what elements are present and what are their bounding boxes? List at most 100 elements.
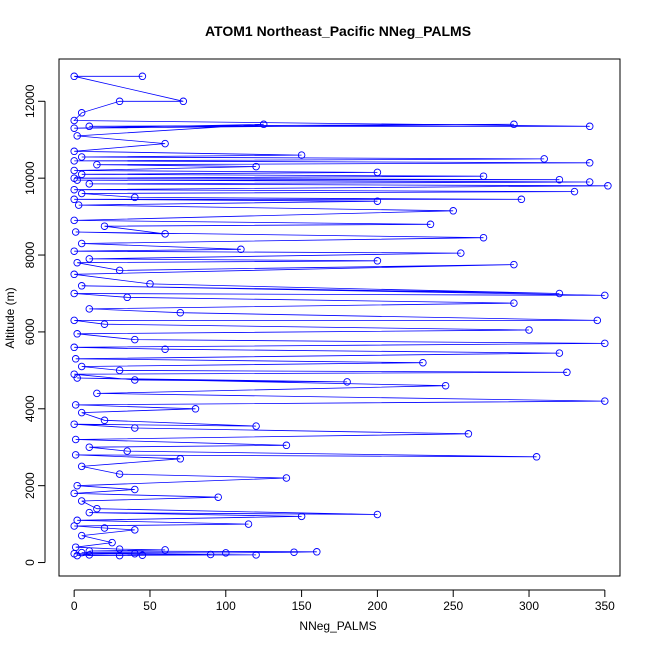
data-point <box>73 516 81 525</box>
data-point <box>77 362 86 371</box>
data-point <box>73 258 81 267</box>
data-point <box>70 157 78 165</box>
data-point <box>77 239 86 248</box>
data-point <box>93 504 101 513</box>
series-line <box>73 75 608 557</box>
x-tick-label: 0 <box>71 599 78 613</box>
data-point <box>73 132 81 140</box>
data-point <box>131 376 139 384</box>
data-point <box>77 462 86 471</box>
data-point <box>131 526 139 534</box>
data-point <box>532 453 541 461</box>
data-point <box>206 550 215 559</box>
data-point <box>71 355 80 363</box>
data-point <box>73 330 81 338</box>
y-tick-label: 12000 <box>23 84 37 118</box>
data-point <box>70 72 78 81</box>
data-point <box>176 308 185 317</box>
x-tick-label: 150 <box>292 599 312 613</box>
data-point <box>77 109 86 117</box>
y-tick-label: 0 <box>23 559 37 566</box>
data-point <box>71 451 80 459</box>
data-point <box>131 193 139 202</box>
y-tick-label: 8000 <box>23 241 37 268</box>
data-point <box>70 147 78 156</box>
data-point <box>426 220 435 229</box>
data-point <box>373 510 382 519</box>
data-point <box>517 195 526 204</box>
data-point <box>77 497 86 505</box>
data-point <box>585 122 594 131</box>
data-point <box>252 162 260 171</box>
data-point <box>115 545 124 553</box>
data-point <box>70 522 78 530</box>
y-tick-label: 4000 <box>23 395 37 422</box>
data-point <box>601 397 609 405</box>
data-point <box>146 280 154 288</box>
data-point <box>176 455 185 463</box>
data-point <box>85 443 94 451</box>
data-point <box>71 401 80 409</box>
data-point <box>123 447 131 455</box>
data-point <box>161 139 169 148</box>
data-point <box>70 185 78 194</box>
data-point <box>115 266 124 275</box>
data-point <box>85 547 94 555</box>
x-axis-label: NNeg_PALMS <box>299 619 376 633</box>
data-point <box>563 368 571 377</box>
data-point <box>85 255 94 263</box>
data-point <box>479 233 488 242</box>
data-point <box>510 120 518 129</box>
data-point <box>570 187 579 196</box>
data-point <box>601 339 609 348</box>
data-point <box>85 551 94 559</box>
y-axis-label: Altitude (m) <box>3 287 17 348</box>
data-point <box>77 153 86 161</box>
chart-title: ATOM1 Northeast_Pacific NNeg_PALMS <box>205 23 471 39</box>
data-point <box>100 222 109 230</box>
data-point <box>85 508 94 517</box>
data-point <box>70 116 78 125</box>
data-point <box>138 72 147 81</box>
data-point <box>70 195 78 204</box>
data-point <box>510 260 518 269</box>
y-axis: 0 2000 4000 6000 8000 10000 12000 <box>23 84 46 566</box>
x-tick-label: 50 <box>143 599 157 613</box>
data-point <box>555 349 564 357</box>
y-tick-label: 6000 <box>23 318 37 345</box>
data-point <box>161 230 169 238</box>
data-point <box>290 548 298 556</box>
data-point <box>138 551 147 559</box>
data-point <box>161 345 169 353</box>
data-point <box>77 189 86 198</box>
data-point <box>74 201 83 209</box>
y-tick-label: 2000 <box>23 472 37 499</box>
data-point <box>449 207 457 215</box>
x-tick-label: 250 <box>443 599 463 613</box>
data-point <box>259 120 268 129</box>
data-point <box>585 178 594 186</box>
data-point <box>601 291 609 300</box>
data-point <box>313 548 321 556</box>
data-point <box>70 489 78 498</box>
x-tick-label: 100 <box>216 599 236 613</box>
y-tick-label: 10000 <box>23 161 37 195</box>
data-point <box>70 270 78 279</box>
data-point <box>93 160 101 169</box>
data-point <box>373 197 382 205</box>
data-point <box>464 430 473 438</box>
data-point <box>115 366 124 375</box>
data-point <box>85 180 94 188</box>
data-point <box>214 493 222 501</box>
data-point <box>70 216 78 225</box>
data-point <box>252 551 260 559</box>
data-point <box>479 172 488 180</box>
data-point <box>100 320 109 328</box>
data-point <box>123 293 131 302</box>
data-point <box>457 249 465 257</box>
data-point <box>131 335 139 344</box>
data-point <box>297 151 306 159</box>
data-point <box>71 435 80 444</box>
data-point <box>237 245 245 254</box>
